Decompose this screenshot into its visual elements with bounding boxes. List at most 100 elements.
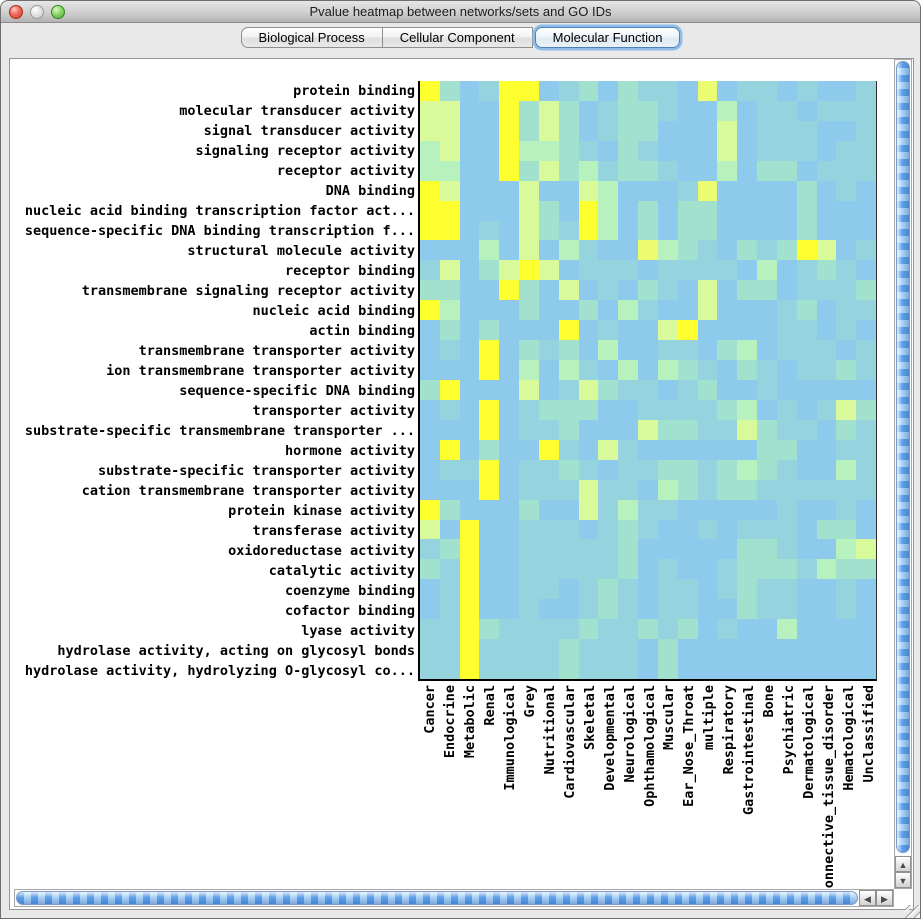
- heatmap-cell: [677, 559, 698, 580]
- heatmap-cell: [677, 220, 698, 241]
- row-label: nucleic acid binding: [252, 303, 415, 319]
- tab-cellular-component[interactable]: Cellular Component: [382, 27, 533, 48]
- heatmap-cell: [558, 160, 579, 181]
- window-controls: [9, 5, 65, 19]
- heatmap-cell: [657, 439, 678, 460]
- heatmap-cell: [578, 200, 599, 221]
- heatmap-cell: [776, 220, 797, 241]
- heatmap-cell: [479, 599, 500, 620]
- heatmap-cell: [737, 439, 758, 460]
- heatmap-cell: [538, 639, 559, 660]
- heatmap-cell: [519, 300, 539, 321]
- heatmap-cell: [459, 320, 480, 341]
- heatmap-cell: [439, 419, 460, 440]
- heatmap-cell: [558, 340, 579, 361]
- horizontal-scrollbar[interactable]: ◀ ▶: [14, 889, 894, 907]
- heatmap-cell: [439, 120, 460, 141]
- heatmap-cell: [439, 280, 460, 301]
- scroll-down-button[interactable]: ▼: [895, 872, 911, 888]
- heatmap-cell: [499, 120, 520, 141]
- heatmap-cell: [439, 100, 460, 121]
- heatmap-cell: [816, 280, 837, 301]
- heatmap-cell: [479, 180, 500, 201]
- heatmap-cell: [598, 599, 619, 620]
- tab-molecular-function[interactable]: Molecular Function: [534, 27, 681, 48]
- minimize-button[interactable]: [30, 5, 44, 19]
- heatmap-cell: [657, 280, 678, 301]
- heatmap-cell: [717, 200, 738, 221]
- heatmap-cell: [479, 300, 500, 321]
- heatmap-cell: [618, 519, 639, 540]
- heatmap-cell: [598, 120, 619, 141]
- heatmap-cell: [776, 619, 797, 640]
- heatmap-cell: [499, 599, 520, 620]
- tab-biological-process[interactable]: Biological Process: [240, 27, 383, 48]
- heatmap-cell: [737, 559, 758, 580]
- heatmap-cell: [657, 240, 678, 261]
- heatmap-cell: [439, 519, 460, 540]
- heatmap-cell: [677, 120, 698, 141]
- horizontal-scrollbar-thumb[interactable]: [16, 891, 858, 905]
- heatmap-cell: [479, 439, 500, 460]
- scroll-left-button[interactable]: ◀: [859, 890, 876, 906]
- heatmap-cell: [657, 659, 678, 679]
- heatmap-cell: [657, 579, 678, 600]
- vertical-scrollbar-thumb[interactable]: [896, 61, 910, 853]
- heatmap-cell: [697, 639, 718, 660]
- heatmap-cell: [538, 340, 559, 361]
- heatmap-cell: [519, 419, 539, 440]
- heatmap-cell: [439, 499, 460, 520]
- heatmap-cell: [578, 419, 599, 440]
- heatmap-cell: [598, 360, 619, 380]
- heatmap-cell: [717, 659, 738, 679]
- heatmap-cell: [420, 599, 440, 620]
- heatmap-cell: [459, 280, 480, 301]
- heatmap-cell: [519, 120, 539, 141]
- titlebar[interactable]: Pvalue heatmap between networks/sets and…: [1, 1, 920, 23]
- heatmap-cell: [816, 360, 837, 380]
- heatmap-cell: [538, 599, 559, 620]
- resize-grip[interactable]: [905, 905, 920, 918]
- heatmap-cell: [420, 180, 440, 201]
- heatmap-cell: [697, 619, 718, 640]
- heatmap-cell: [558, 200, 579, 221]
- heatmap-cell: [420, 280, 440, 301]
- vertical-scrollbar[interactable]: ▲ ▼: [894, 59, 912, 889]
- heatmap-cell: [578, 619, 599, 640]
- heatmap-cell: [558, 100, 579, 121]
- scroll-right-button[interactable]: ▶: [876, 890, 893, 906]
- zoom-button[interactable]: [51, 5, 65, 19]
- heatmap-cell: [856, 180, 876, 201]
- heatmap-cell: [420, 160, 440, 181]
- heatmap-cell: [459, 419, 480, 440]
- heatmap-cell: [538, 459, 559, 480]
- heatmap-cell: [796, 140, 817, 161]
- heatmap-cell: [737, 140, 758, 161]
- heatmap-cell: [499, 320, 520, 341]
- heatmap-cell: [538, 260, 559, 281]
- heatmap-cell: [558, 280, 579, 301]
- heatmap-cell: [657, 220, 678, 241]
- heatmap-cell: [697, 200, 718, 221]
- heatmap-cell: [697, 140, 718, 161]
- heatmap-cell: [737, 220, 758, 241]
- heatmap-cell: [519, 260, 539, 281]
- heatmap-cell: [717, 300, 738, 321]
- heatmap-cell: [737, 240, 758, 261]
- heatmap-cell: [836, 340, 857, 361]
- heatmap-cell: [439, 579, 460, 600]
- heatmap-cell: [638, 300, 658, 321]
- heatmap-cell: [638, 160, 658, 181]
- heatmap-cell: [836, 459, 857, 480]
- heatmap-cell: [697, 539, 718, 560]
- heatmap-cell: [796, 439, 817, 460]
- heatmap-cell: [499, 639, 520, 660]
- heatmap-cell: [717, 260, 738, 281]
- window-title: Pvalue heatmap between networks/sets and…: [309, 4, 612, 19]
- close-button[interactable]: [9, 5, 23, 19]
- scroll-up-button[interactable]: ▲: [895, 856, 911, 872]
- heatmap-cell: [856, 559, 876, 580]
- heatmap-cell: [420, 459, 440, 480]
- heatmap-cell: [499, 240, 520, 261]
- heatmap-cell: [499, 300, 520, 321]
